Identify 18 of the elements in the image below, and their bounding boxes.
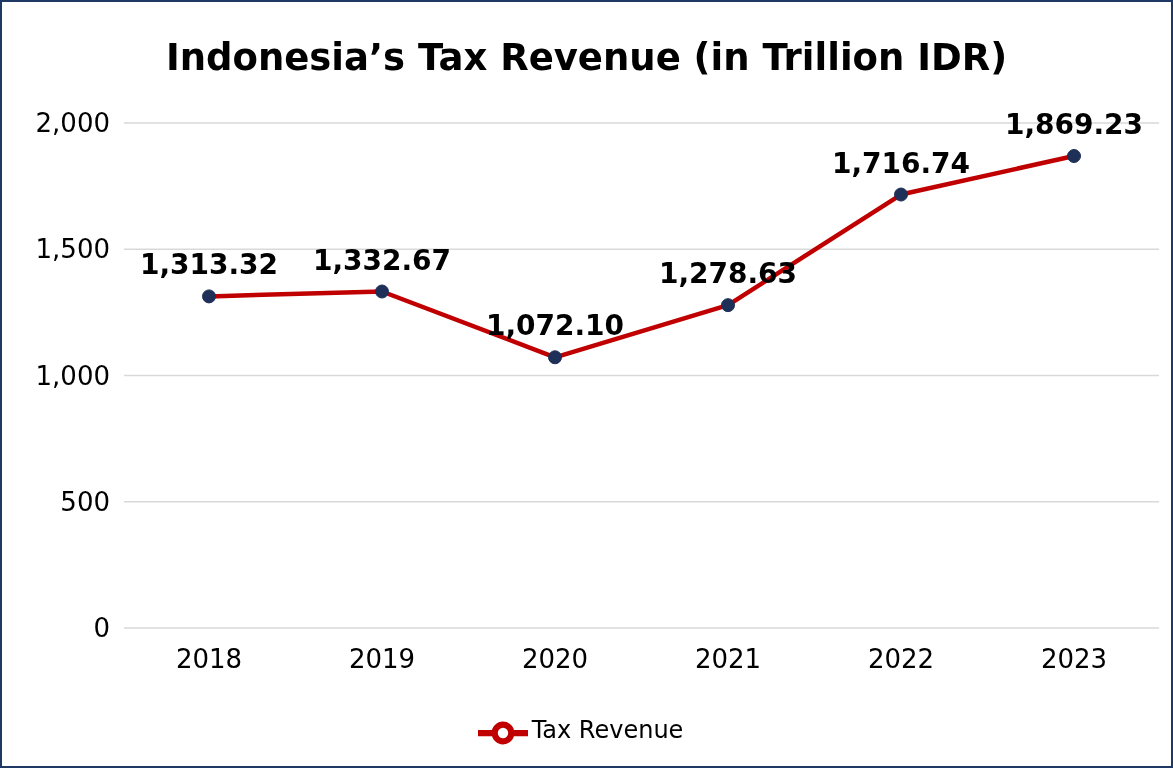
y-tick-label: 1,500 <box>35 234 110 265</box>
x-tick-label: 2018 <box>175 644 243 675</box>
chart-title: Indonesia’s Tax Revenue (in Trillion IDR) <box>164 36 1009 79</box>
y-tick-label: 500 <box>60 486 110 517</box>
data-label: 1,869.23 <box>1004 108 1144 142</box>
x-tick-label: 2021 <box>694 644 762 675</box>
y-tick-label: 2,000 <box>35 108 110 139</box>
data-label: 1,332.67 <box>312 243 452 277</box>
data-label: 1,072.10 <box>485 309 625 343</box>
x-tick-label: 2019 <box>348 644 416 675</box>
data-label: 1,313.32 <box>139 248 279 282</box>
y-tick-label: 1,000 <box>35 360 110 391</box>
x-tick-label: 2020 <box>521 644 589 675</box>
data-label: 1,716.74 <box>831 146 971 180</box>
legend-label: Tax Revenue <box>531 715 684 744</box>
x-tick-label: 2023 <box>1040 644 1108 675</box>
y-tick-label: 0 <box>93 613 110 644</box>
x-tick-label: 2022 <box>867 644 935 675</box>
